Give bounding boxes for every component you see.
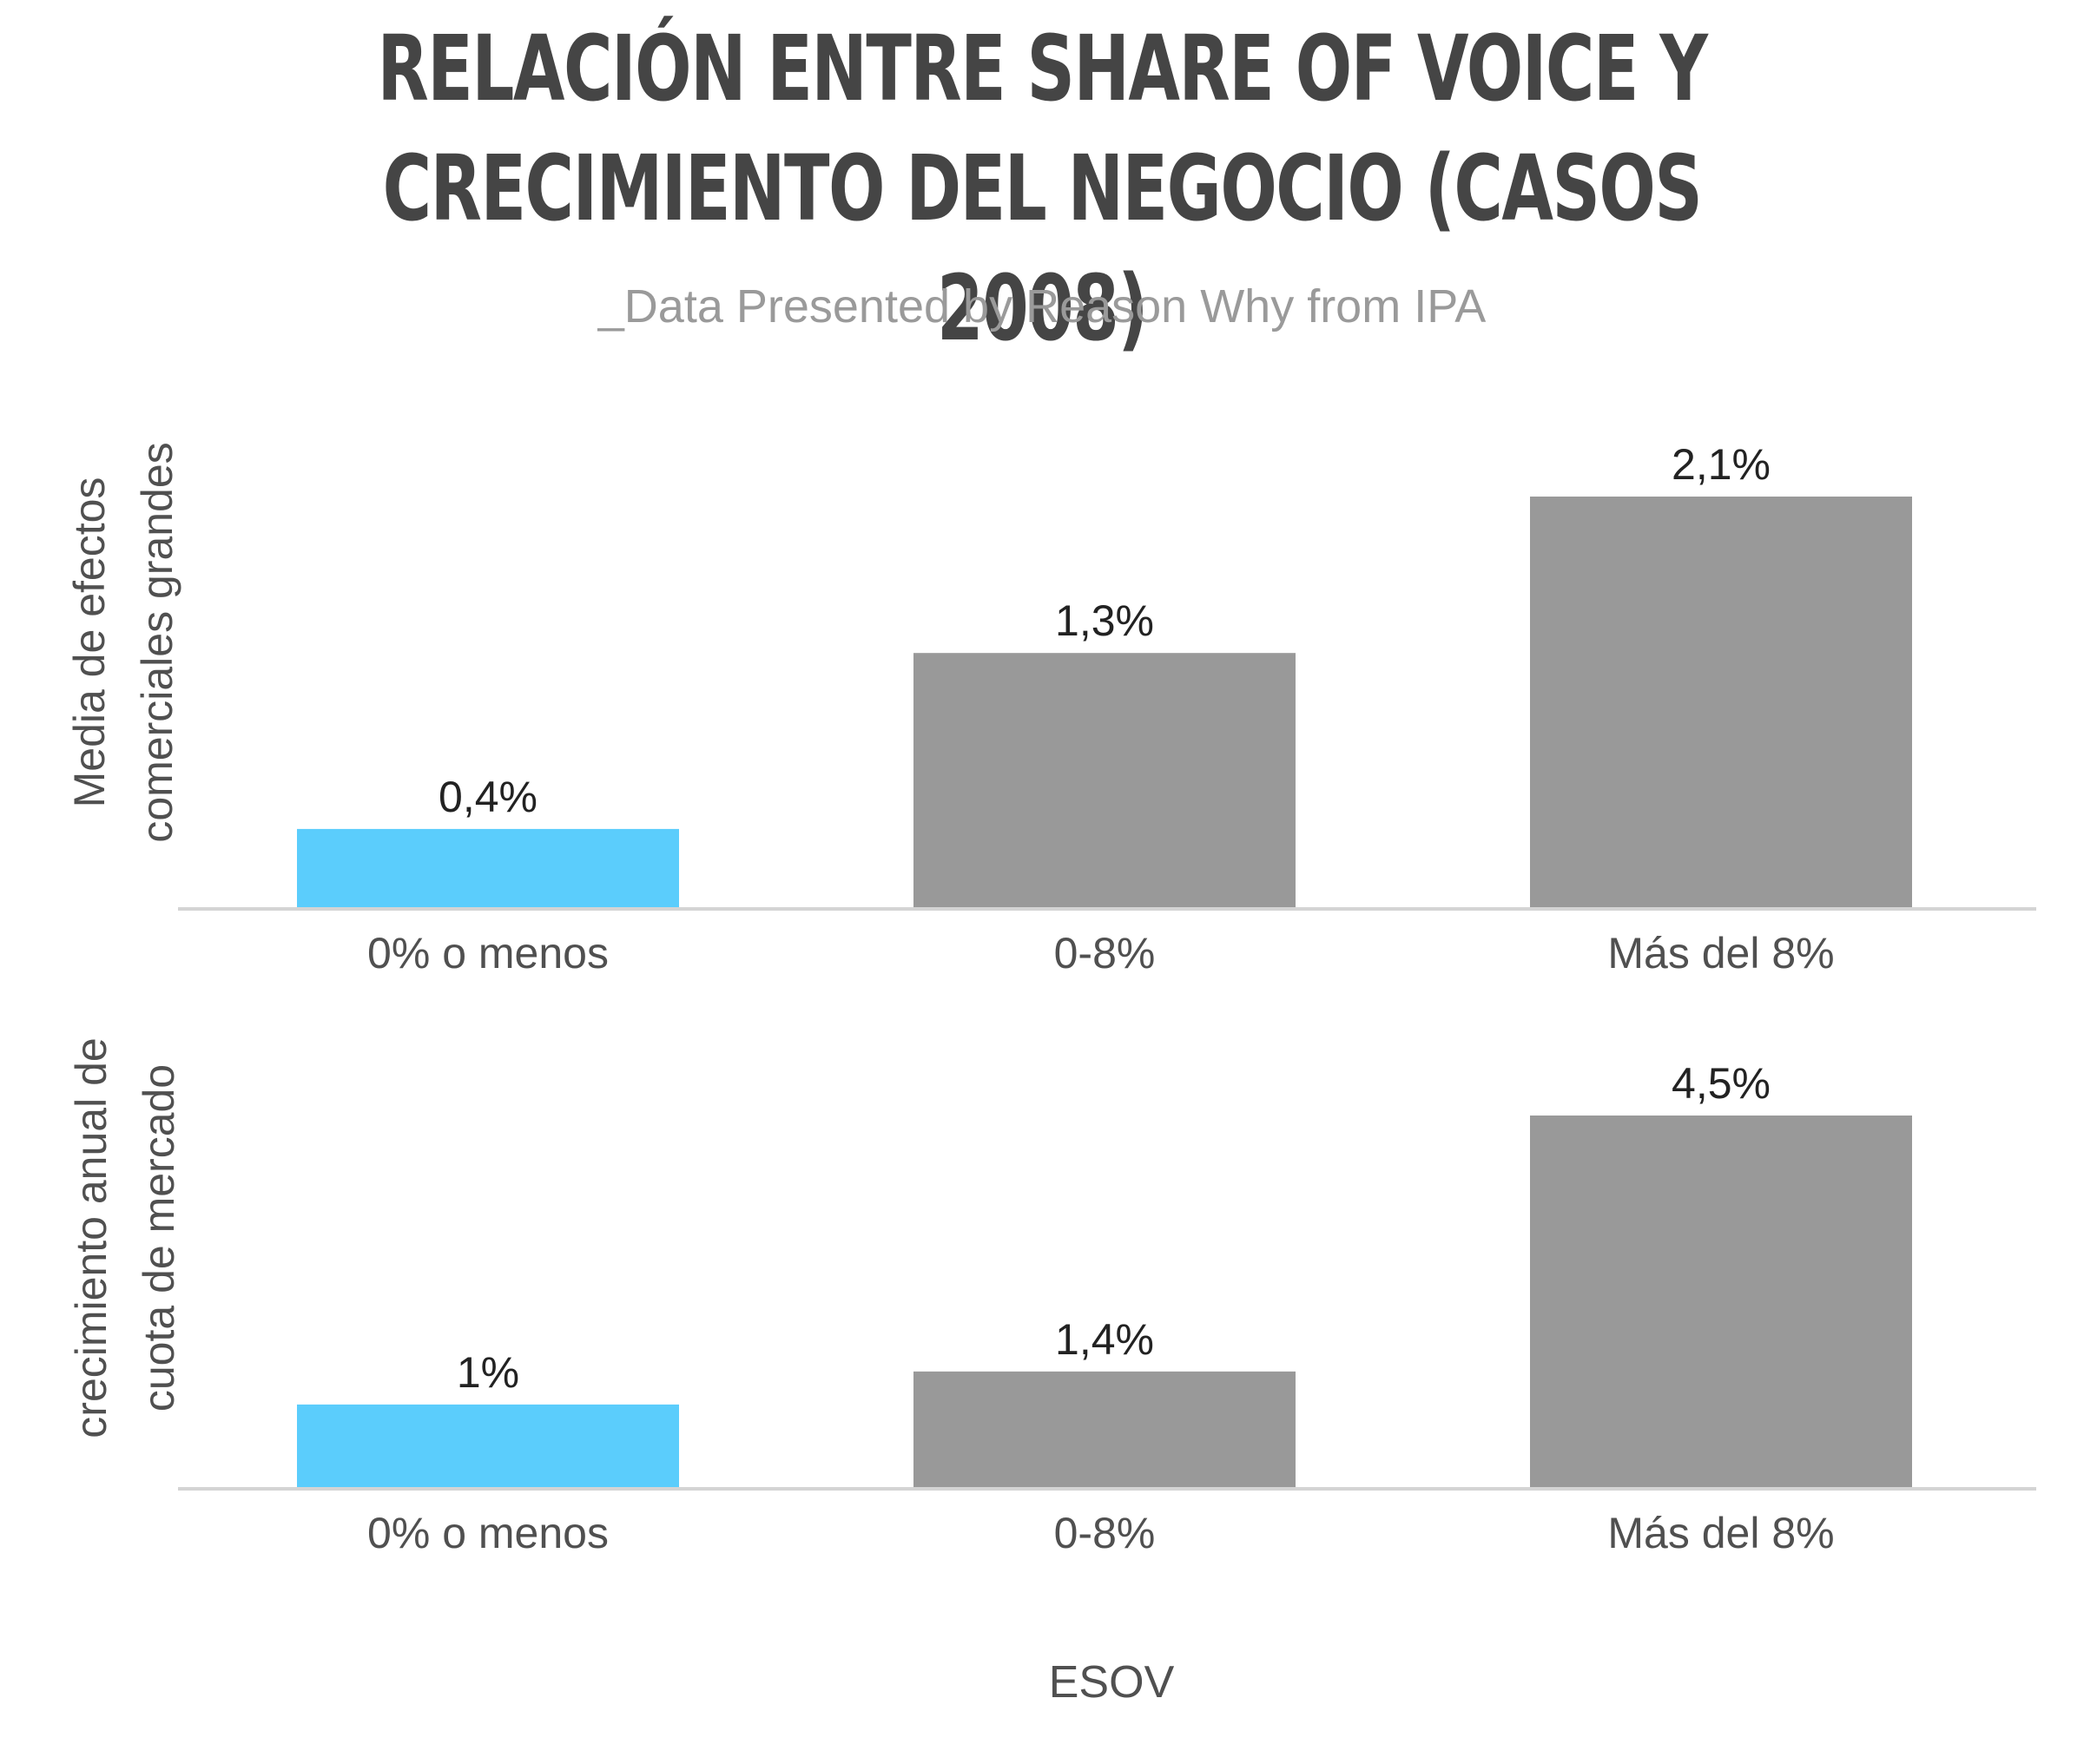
bar-3 bbox=[1530, 497, 1912, 907]
data-label-1: 1% bbox=[457, 1348, 519, 1397]
x-tick-label-1: 0% o menos bbox=[367, 1509, 609, 1557]
chart-title-line-1: RELACIÓN ENTRE SHARE OF VOICE Y bbox=[377, 16, 1708, 122]
x-tick-label-1: 0% o menos bbox=[367, 929, 609, 977]
y-axis-label-line-1: Media de efectos bbox=[65, 477, 114, 808]
x-tick-label-2: 0-8% bbox=[1054, 1509, 1156, 1557]
chart-title: RELACIÓN ENTRE SHARE OF VOICE Y CRECIMIE… bbox=[271, 9, 1813, 368]
x-axis-label: ESOV bbox=[1049, 1657, 1175, 1708]
x-tick-label-3: Más del 8% bbox=[1607, 1509, 1834, 1557]
chart-subtitle: _Data Presented by Reason Why from IPA bbox=[597, 280, 1487, 332]
chart-panel-market-share-growth: 1% 0% o menos 1,4% 0-8% 4,5% Más del 8% crecim… bbox=[67, 1037, 2036, 1557]
bar-2 bbox=[913, 1371, 1296, 1487]
chart-panel-large-effects: 0,4% 0% o menos 1,3% 0-8% 2,1% Más del 8% Medi… bbox=[65, 440, 2036, 977]
bar-1 bbox=[297, 1404, 679, 1487]
x-tick-label-3: Más del 8% bbox=[1607, 929, 1834, 977]
bar-2 bbox=[913, 653, 1296, 907]
y-axis-label-line-2: cuota de mercado bbox=[135, 1064, 183, 1412]
data-label-1: 0,4% bbox=[439, 773, 537, 821]
bar-1 bbox=[297, 828, 679, 907]
x-tick-label-2: 0-8% bbox=[1054, 929, 1156, 977]
data-label-2: 1,4% bbox=[1055, 1315, 1154, 1364]
data-label-3: 2,1% bbox=[1672, 440, 1771, 489]
chart-title-line-2: CRECIMIENTO DEL NEGOCIO (CASOS 2008) bbox=[382, 135, 1703, 361]
y-axis-label-line-2: comerciales grandes bbox=[133, 442, 181, 842]
data-label-3: 4,5% bbox=[1672, 1059, 1771, 1108]
data-label-2: 1,3% bbox=[1055, 596, 1154, 645]
bar-3 bbox=[1530, 1116, 1912, 1487]
y-axis-label-line-1: crecimiento anual de bbox=[67, 1037, 115, 1438]
